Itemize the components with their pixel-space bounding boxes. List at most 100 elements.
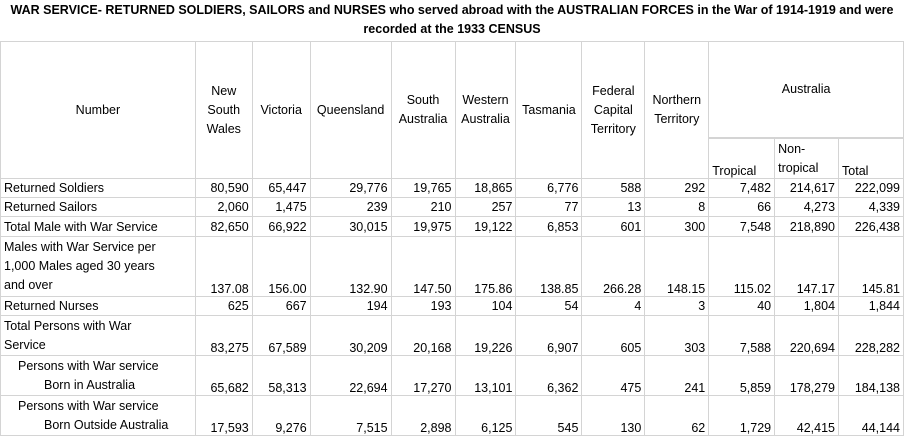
header-fct: Federal Capital Territory (581, 41, 646, 179)
cell: 62 (644, 395, 710, 436)
cell: 29,776 (309, 178, 392, 198)
cell: 228,282 (838, 315, 904, 356)
cell: 7,588 (708, 315, 776, 356)
cell: 2,060 (194, 197, 253, 217)
cell: 80,590 (194, 178, 253, 198)
header-nsw-line2: South (207, 102, 241, 117)
cell: 104 (454, 296, 517, 316)
cell: 7,482 (708, 178, 776, 198)
cell: 42,415 (774, 395, 840, 436)
header-nontropical: Non- tropical (774, 138, 840, 179)
cell: 6,362 (515, 355, 583, 396)
row-label-line2: 1,000 Males aged 30 years (4, 259, 155, 273)
table-title: WAR SERVICE- RETURNED SOLDIERS, SAILORS … (10, 3, 894, 36)
cell: 175.86 (454, 236, 517, 297)
cell: 605 (581, 315, 646, 356)
cell: 19,765 (390, 178, 456, 198)
cell: 5,859 (708, 355, 776, 396)
cell: 13 (581, 197, 646, 217)
header-number: Number (0, 41, 196, 179)
cell: 303 (644, 315, 710, 356)
row-label-line2: Born Outside Australia (44, 417, 169, 432)
cell: 667 (251, 296, 311, 316)
cell: 8 (644, 197, 710, 217)
cell: 22,694 (309, 355, 392, 396)
table-row: Total Persons with War Service 83,275 67… (0, 315, 904, 356)
header-fct-line2: Capital (593, 102, 633, 117)
cell: 475 (581, 355, 646, 396)
cell: 147.50 (390, 236, 456, 297)
cell: 30,209 (309, 315, 392, 356)
header-tasmania: Tasmania (515, 41, 583, 179)
header-western-australia: Western Australia (454, 41, 517, 179)
cell: 1,844 (838, 296, 904, 316)
cell: 6,853 (515, 216, 583, 237)
cell: 226,438 (838, 216, 904, 237)
cell: 77 (515, 197, 583, 217)
cell: 222,099 (838, 178, 904, 198)
row-label: Males with War Service per 1,000 Males a… (0, 236, 196, 297)
cell: 178,279 (774, 355, 840, 396)
row-label-line1: Total Persons with War (4, 318, 132, 333)
cell: 184,138 (838, 355, 904, 396)
cell: 83,275 (194, 315, 253, 356)
cell: 4 (581, 296, 646, 316)
cell: 19,226 (454, 315, 517, 356)
header-fct-line1: Federal (592, 83, 635, 98)
cell: 218,890 (774, 216, 840, 237)
row-label-line2: Service (4, 337, 46, 352)
spreadsheet: WAR SERVICE- RETURNED SOLDIERS, SAILORS … (0, 3, 904, 436)
cell: 13,101 (454, 355, 517, 396)
cell: 44,144 (838, 395, 904, 436)
header-wa-line2: Australia (461, 112, 510, 126)
cell: 214,617 (774, 178, 840, 198)
cell: 130 (581, 395, 646, 436)
header-sa-line2: Australia (398, 112, 448, 126)
cell: 257 (454, 197, 517, 217)
cell: 18,865 (454, 178, 517, 198)
cell: 65,447 (251, 178, 311, 198)
cell: 2,898 (390, 395, 456, 436)
cell: 66,922 (251, 216, 311, 237)
header-nsw: New South Wales (194, 41, 253, 179)
cell: 138.85 (515, 236, 583, 297)
cell: 266.28 (581, 236, 646, 297)
table-row: Males with War Service per 1,000 Males a… (0, 236, 904, 297)
cell: 239 (309, 197, 392, 217)
cell: 30,015 (309, 216, 392, 237)
header-nontropical-line1: Non- (778, 142, 806, 156)
cell: 65,682 (194, 355, 253, 396)
table-row: Returned Sailors 2,060 1,475 239 210 257… (0, 197, 904, 217)
cell: 58,313 (251, 355, 311, 396)
cell: 156.00 (251, 236, 311, 297)
header-victoria: Victoria (251, 41, 311, 179)
row-label-line2: Born in Australia (44, 377, 136, 392)
row-label: Returned Soldiers (0, 178, 196, 198)
cell: 625 (194, 296, 253, 316)
row-label: Persons with War service Born in Austral… (0, 355, 196, 396)
cell: 6,776 (515, 178, 583, 198)
cell: 148.15 (644, 236, 710, 297)
header-fct-line3: Territory (590, 121, 636, 136)
cell: 20,168 (390, 315, 456, 356)
cell: 19,122 (454, 216, 517, 237)
row-label-line3: and over (4, 278, 53, 292)
row-label: Total Persons with War Service (0, 315, 196, 356)
cell: 4,273 (774, 197, 840, 217)
cell: 1,804 (774, 296, 840, 316)
table-row: Persons with War service Born Outside Au… (0, 395, 904, 436)
cell: 17,593 (194, 395, 253, 436)
cell: 6,125 (454, 395, 517, 436)
cell: 300 (644, 216, 710, 237)
header-south-australia: South Australia (390, 41, 456, 179)
cell: 1,729 (708, 395, 776, 436)
cell: 588 (581, 178, 646, 198)
header-subrow: Tropical Non- tropical Total (1, 138, 904, 179)
cell: 82,650 (194, 216, 253, 237)
cell: 17,270 (390, 355, 456, 396)
cell: 3 (644, 296, 710, 316)
cell: 7,515 (309, 395, 392, 436)
row-label: Total Male with War Service (0, 216, 196, 237)
header-nsw-line1: New (211, 83, 237, 98)
cell: 40 (708, 296, 776, 316)
